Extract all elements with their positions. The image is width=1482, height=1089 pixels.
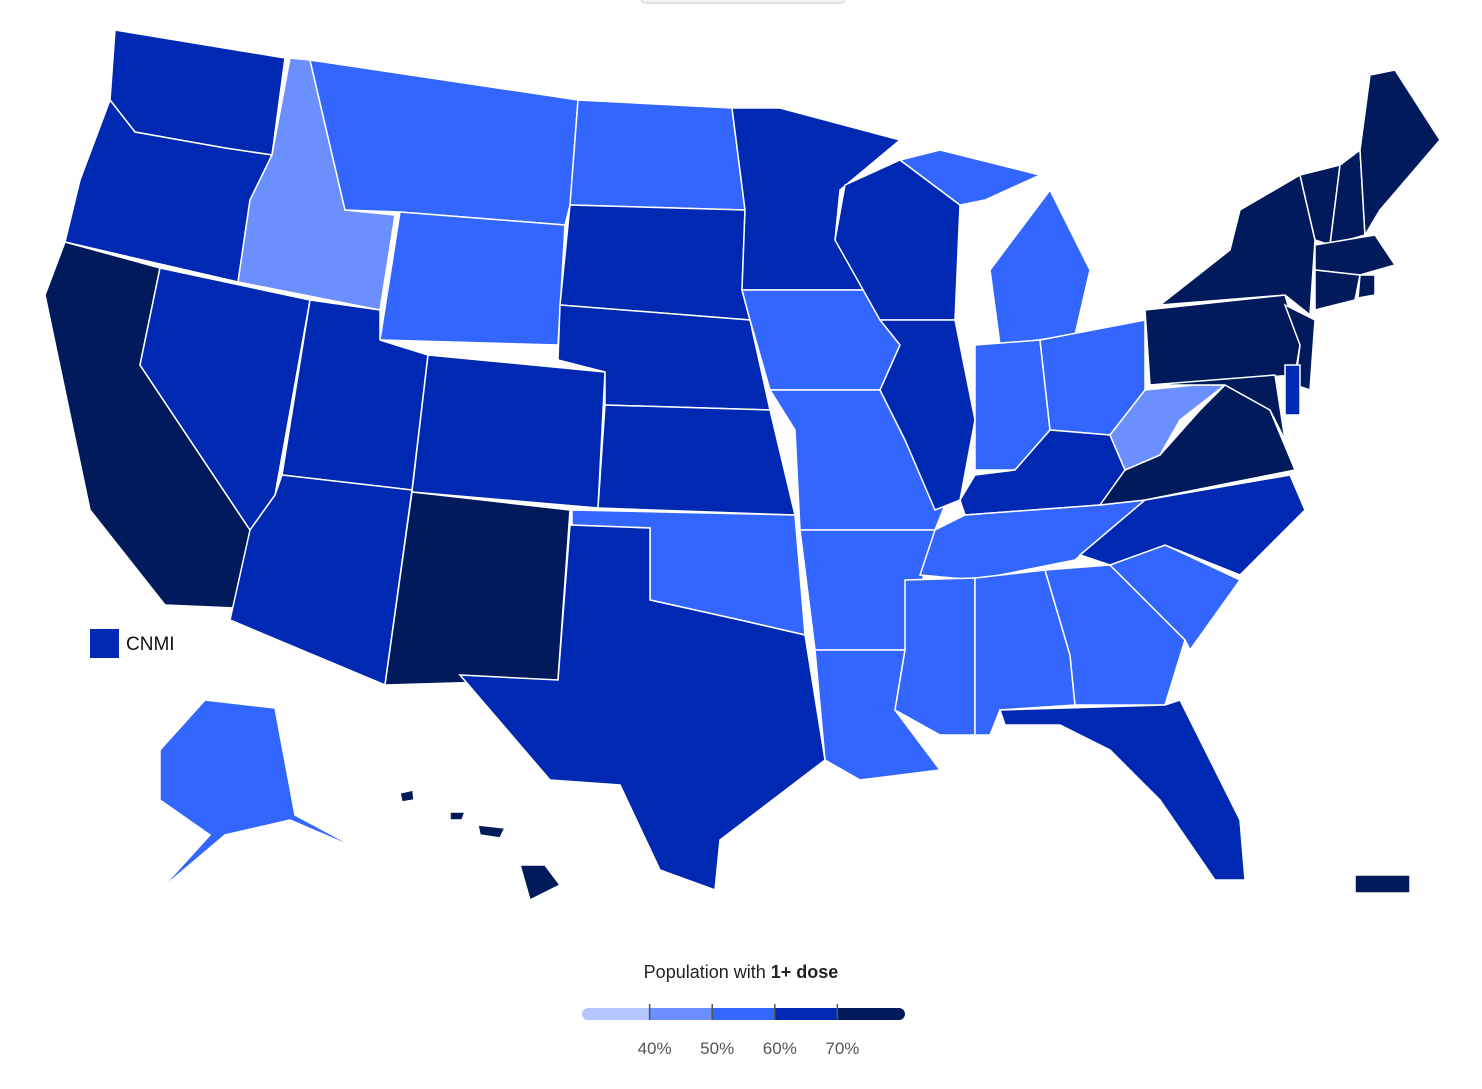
states xyxy=(44,29,1441,902)
legend-cap-left xyxy=(582,1008,594,1020)
legend-title-bold: 1+ dose xyxy=(770,962,839,982)
state[interactable] xyxy=(1357,274,1376,299)
state[interactable] xyxy=(559,204,751,321)
state[interactable] xyxy=(1149,374,1286,441)
state[interactable] xyxy=(1354,874,1411,894)
legend-swatch xyxy=(587,1008,651,1020)
legend-tick-label: 50% xyxy=(700,1039,734,1058)
state[interactable] xyxy=(159,699,361,891)
state[interactable] xyxy=(1329,148,1366,247)
legend-cap-right xyxy=(893,1008,905,1020)
state[interactable] xyxy=(878,319,976,511)
state[interactable] xyxy=(1314,234,1397,276)
legend: CNMI 40% 50% 60% 70% xyxy=(90,629,905,1058)
legend-title-prefix: Population with xyxy=(643,962,766,982)
state[interactable] xyxy=(597,404,796,516)
state[interactable] xyxy=(1359,69,1441,238)
state[interactable] xyxy=(1109,384,1228,471)
state[interactable] xyxy=(569,99,746,211)
state[interactable] xyxy=(998,699,1246,881)
legend-swatch xyxy=(837,1008,900,1020)
cnmi-swatch xyxy=(90,629,119,658)
legend-tick-label: 70% xyxy=(825,1039,859,1058)
cnmi-label: CNMI xyxy=(126,634,175,655)
state[interactable] xyxy=(411,354,606,509)
state[interactable] xyxy=(384,491,571,686)
legend-tick-label: 60% xyxy=(763,1039,797,1058)
state[interactable] xyxy=(894,577,976,736)
state[interactable] xyxy=(1157,173,1316,317)
state[interactable] xyxy=(1284,364,1301,416)
state[interactable] xyxy=(1283,303,1316,392)
legend-swatch xyxy=(649,1008,714,1020)
state[interactable] xyxy=(229,474,413,687)
legend-title: Population with 1+ dose xyxy=(0,962,1482,983)
state[interactable] xyxy=(458,524,826,892)
state[interactable] xyxy=(1144,294,1301,386)
toggle[interactable] xyxy=(640,0,846,4)
state[interactable] xyxy=(379,211,566,346)
state[interactable] xyxy=(1314,269,1361,311)
state[interactable] xyxy=(898,149,1091,346)
legend-swatch xyxy=(774,1008,839,1020)
state[interactable] xyxy=(399,789,562,902)
legend-tick-label: 40% xyxy=(638,1039,672,1058)
state[interactable] xyxy=(309,59,579,226)
legend-swatch xyxy=(712,1008,776,1020)
